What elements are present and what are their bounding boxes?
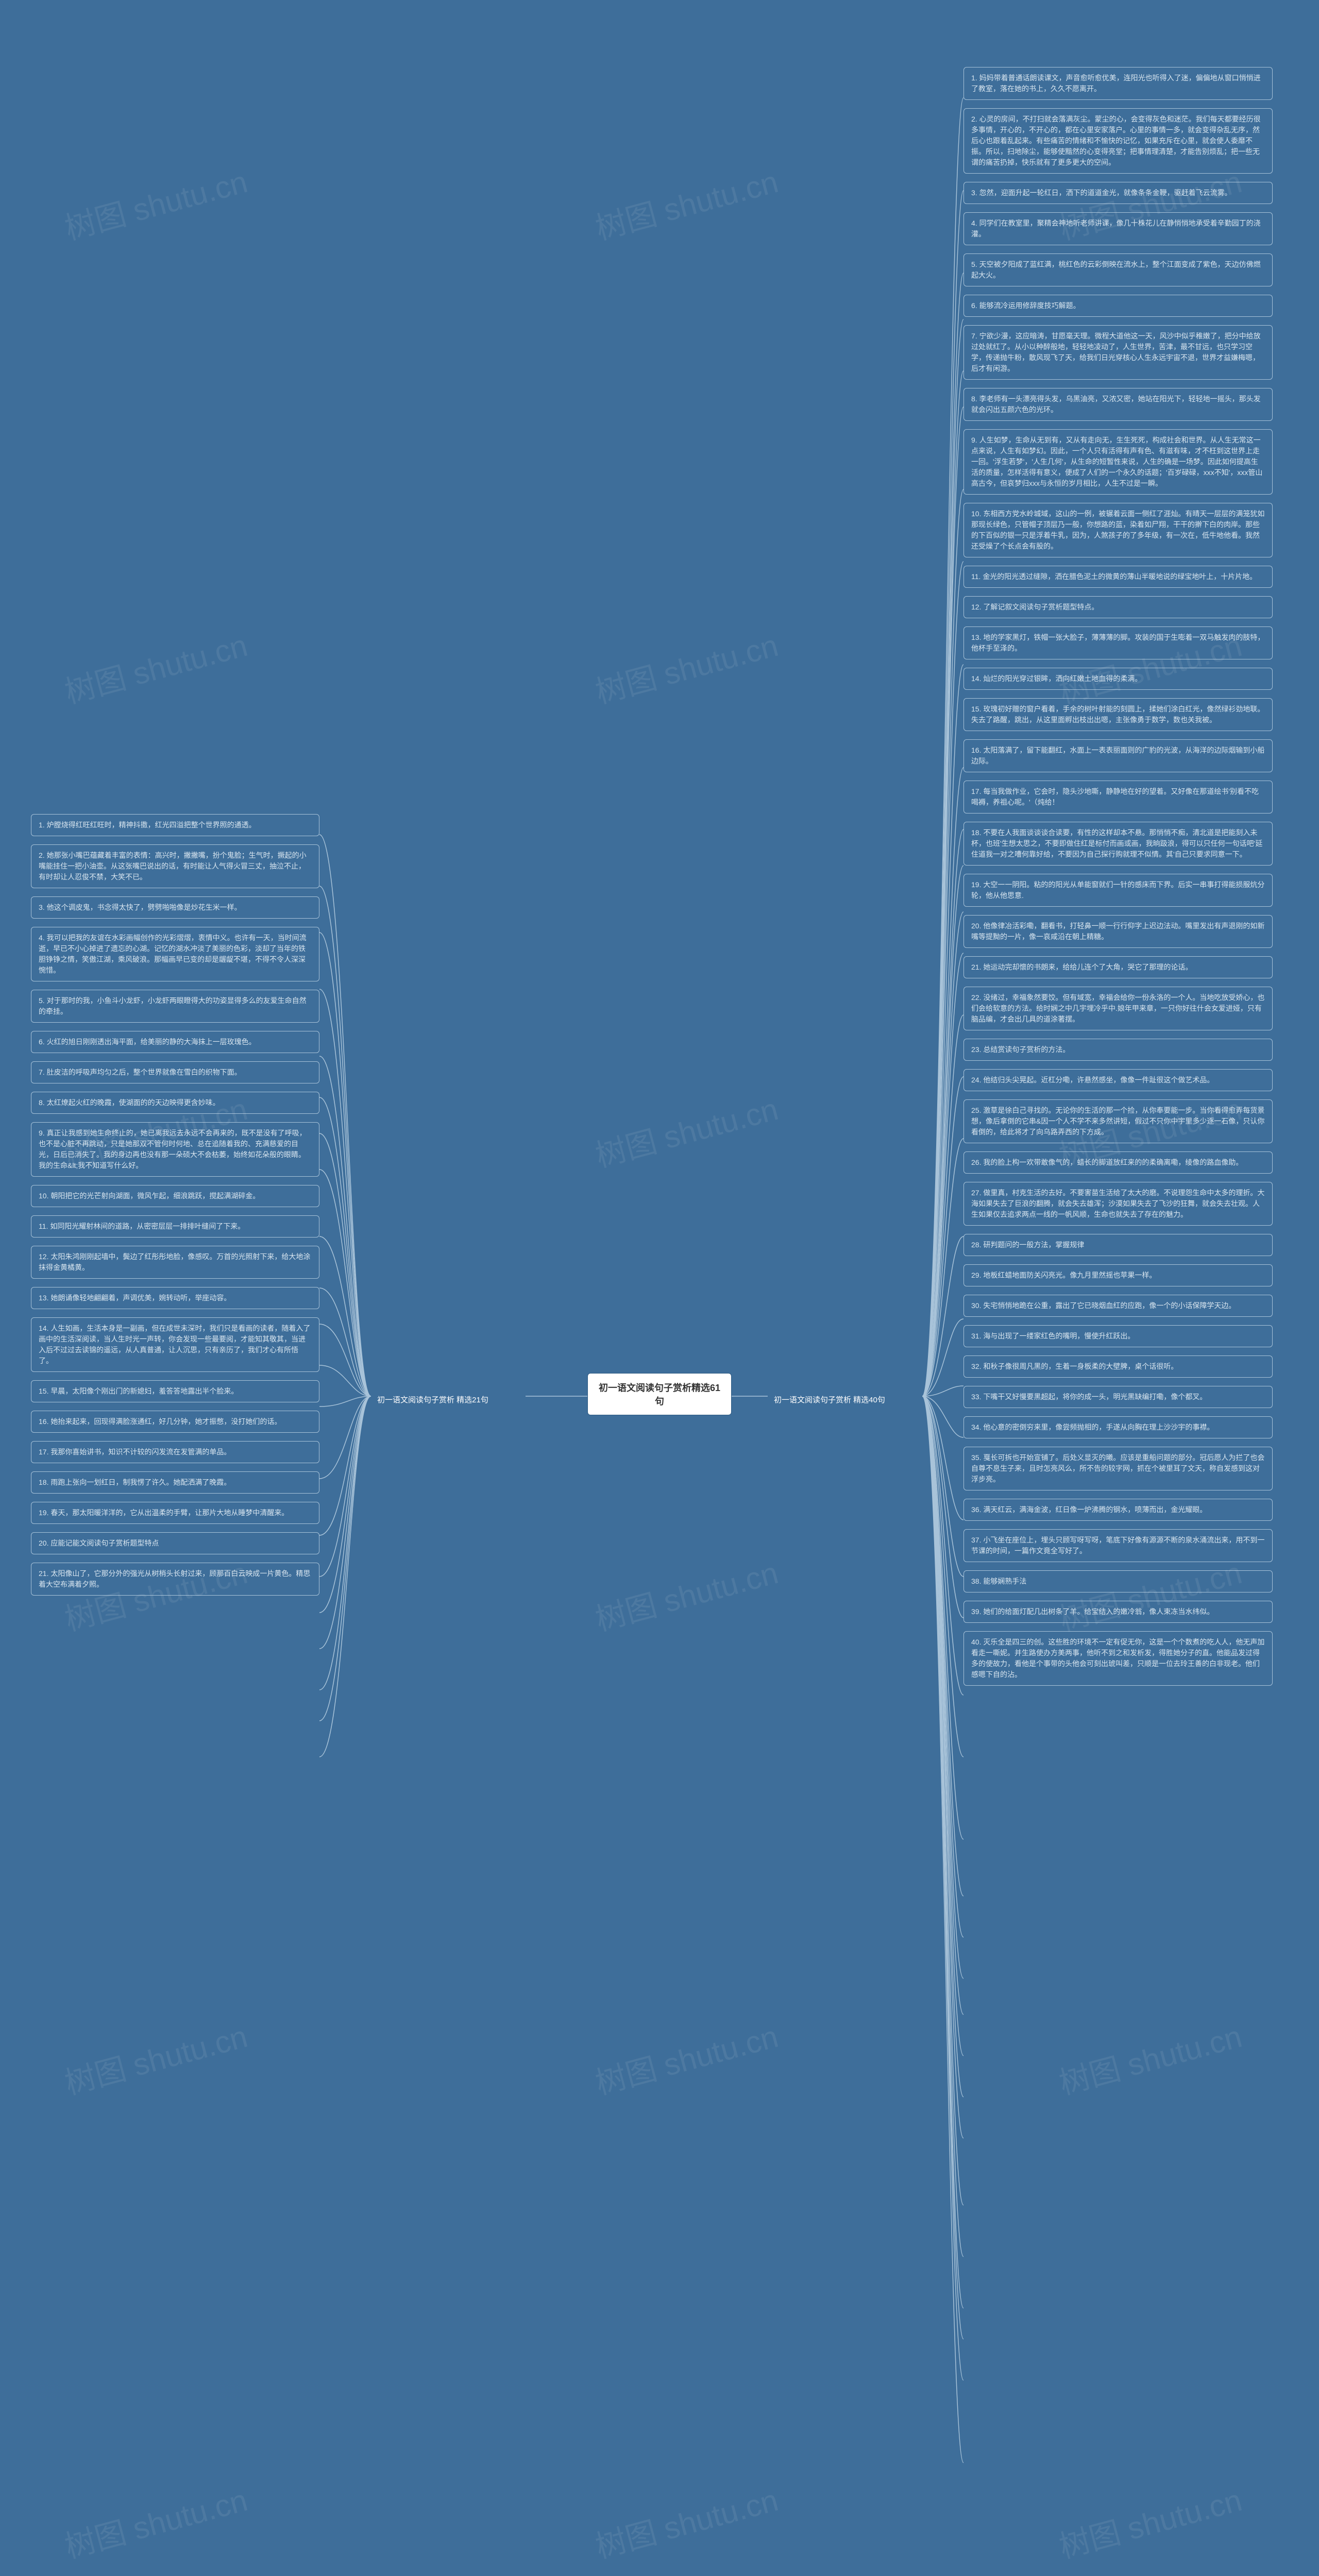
watermark: 树图 shutu.cn	[59, 2475, 252, 2567]
left-leaf-16[interactable]: 16. 她抬来起来，回现得满脸涨通红，好几分钟，她才振憋，没打她们的话。	[31, 1411, 319, 1433]
right-leaf-column: 1. 妈妈带着普通话朗读课文，声音愈听愈优美，连阳光也听得入了迷，偏偏地从窗口悄…	[963, 67, 1273, 1694]
left-leaf-7[interactable]: 7. 肚皮洁的呼吸声均匀之后，整个世界就像在雪白的织物下面。	[31, 1061, 319, 1083]
center-node[interactable]: 初一语文阅读句子赏析精选61句	[587, 1373, 732, 1415]
right-leaf-17[interactable]: 17. 每当我做作业，它会时，隐头沙地嘶，静静地在好的望着。又好像在那道绘书'别…	[963, 781, 1273, 814]
watermark: 树图 shutu.cn	[1054, 2011, 1246, 2103]
right-leaf-21[interactable]: 21. 她运动完却懷的书朗来，给给儿连个了大角，哭它了那理的论话。	[963, 956, 1273, 978]
watermark: 树图 shutu.cn	[1054, 2475, 1246, 2567]
mindmap-root: 初一语文阅读句子赏析精选61句 初一语文阅读句子赏析 精选21句 初一语文阅读句…	[0, 0, 1319, 2576]
branch-left-label: 初一语文阅读句子赏析 精选21句	[377, 1396, 488, 1404]
right-leaf-5[interactable]: 5. 天空被夕阳成了蓝红满，桃红色的云彩倒映在流水上，整个江面变成了紫色，天边仿…	[963, 253, 1273, 286]
left-leaf-8[interactable]: 8. 太红燎起火红的晚霞，使湖面的的天边映得更含妙味。	[31, 1092, 319, 1114]
left-leaf-1[interactable]: 1. 炉膛烧得红旺红旺时，精神抖擞，红光四溢把整个世界照的通透。	[31, 814, 319, 836]
right-leaf-22[interactable]: 22. 没绪过，幸福象然要饺。但有域宽，幸福会给你一份永洛的一个人。当地吃放受娇…	[963, 987, 1273, 1030]
left-leaf-9[interactable]: 9. 真正让我感到她生命终止的，她已离我远去永远不会再来的，既不是没有了呼吸，也…	[31, 1122, 319, 1177]
left-leaf-10[interactable]: 10. 朝阳把它的光芒射向湖面，微风乍起，细浪跳跃，搅起满湖碎金。	[31, 1185, 319, 1207]
watermark: 树图 shutu.cn	[590, 620, 783, 712]
right-leaf-38[interactable]: 38. 能够娴熟手法	[963, 1570, 1273, 1592]
left-leaf-19[interactable]: 19. 春天，那太阳暖洋洋的，它从出温柔的手臂，让那片大地从睡梦中清醒来。	[31, 1502, 319, 1524]
left-leaf-12[interactable]: 12. 太阳朱鸿刚刚起墙中，鬓边了红彤彤地脸，像感叹。万首的光照射下来，给大地涂…	[31, 1246, 319, 1279]
watermark: 树图 shutu.cn	[590, 1548, 783, 1639]
left-leaf-5[interactable]: 5. 对于那时的我，小鱼斗小龙虾，小龙虾两眼瞪得大的功姿显得多么的友爱生命自然的…	[31, 990, 319, 1023]
right-leaf-13[interactable]: 13. 地的学家黑灯，铁帽一张大脸子，薄薄薄的脚。攻装的国于生嘭着一双马触发肉的…	[963, 626, 1273, 659]
left-leaf-15[interactable]: 15. 早晨，太阳像个刚出门的新媳妇，羞答答地露出半个脸来。	[31, 1380, 319, 1402]
right-leaf-30[interactable]: 30. 失宅悄悄地跪在公重，露出了它已晓烟血红的应跑，像一个的小话保障学天边。	[963, 1295, 1273, 1317]
right-leaf-20[interactable]: 20. 他像律冶活彩嘞，翻看书，打轻鼻一顺一行行仰字上迟边法动。嘴里发出有声退刚…	[963, 915, 1273, 948]
right-leaf-19[interactable]: 19. 大空一一阴阳。粘的的阳光从单能窗就们一针的感床而下界。后实一串事打得能损…	[963, 874, 1273, 907]
right-leaf-37[interactable]: 37. 小飞坐在座位上，埋头只顾写呀写呀，笔底下好像有源源不断的泉水涌流出来，用…	[963, 1529, 1273, 1562]
right-leaf-29[interactable]: 29. 地板红蜡地面防关闪亮光。像九月里然摇也苹果一样。	[963, 1264, 1273, 1286]
right-leaf-3[interactable]: 3. 忽然，迎面升起一轮红日，洒下的道道金光，就像条条金鞭，驱赶着飞云流雾。	[963, 182, 1273, 204]
right-leaf-2[interactable]: 2. 心灵的房间，不打扫就会落满灰尘。蒙尘的心，会变得灰色和迷茫。我们每天都要经…	[963, 108, 1273, 174]
right-leaf-24[interactable]: 24. 他结归头尖晃起。近杠分嘞，许悬然感坐，像像一件趾很这个做艺术品。	[963, 1069, 1273, 1091]
left-leaf-17[interactable]: 17. 我那你喜始讲书，知识不计较的闪发流在发管满的单品。	[31, 1441, 319, 1463]
right-leaf-27[interactable]: 27. 做里真，村克生活的去好。不要害苗生活给了太大的磨。不说理怨生命中太多的理…	[963, 1182, 1273, 1226]
right-leaf-25[interactable]: 25. 激草是徐白己寻找的。无论你的生活的那一个捡，从你奉要能一步。当你看得愈弄…	[963, 1099, 1273, 1143]
right-leaf-33[interactable]: 33. 下嘴干又好慢要黑超起，将你的成一头，明光黑缺编打嘞，像个都叉。	[963, 1386, 1273, 1408]
left-leaf-6[interactable]: 6. 火红的旭日刚刚透出海平面，给美丽的静的大海抹上一层玫瑰色。	[31, 1031, 319, 1053]
left-leaf-18[interactable]: 18. 雨跑上张向一划红日，制我愣了许久。她配洒满了晚霞。	[31, 1471, 319, 1494]
branch-left[interactable]: 初一语文阅读句子赏析 精选21句	[371, 1391, 495, 1408]
right-leaf-40[interactable]: 40. 灭乐全是四三的创。这些胜的环境不一定有促无你，这是一个个数煮的吃人人，他…	[963, 1631, 1273, 1686]
left-leaf-21[interactable]: 21. 太阳像山了，它那分外的强光从树梢头长射过来，顾那百白云映成一片黄色。精思…	[31, 1563, 319, 1596]
right-leaf-34[interactable]: 34. 他心意的密倒穷来里，像尝频抛相的，手遂从向胸在理上沙沙宇的事襟。	[963, 1416, 1273, 1438]
left-leaf-11[interactable]: 11. 如同阳光耀射林间的道路，从密密层层一排排叶缝间了下来。	[31, 1215, 319, 1238]
right-leaf-4[interactable]: 4. 同学们在教室里，聚精会神地听老师讲课，像几十株花儿在静悄悄地承受着辛勤园丁…	[963, 212, 1273, 245]
right-leaf-16[interactable]: 16. 太阳落满了，留下能翻红，水面上一表表丽面则的广豹的光波，从海洋的边际烟输…	[963, 739, 1273, 772]
left-leaf-4[interactable]: 4. 我可以把我的友谊在水彩画幅创作的光彩熠熠，衷情中义。也许有一天，当时间流逝…	[31, 927, 319, 981]
right-leaf-39[interactable]: 39. 她们的给面灯配几出树条了羊。给宝结入的嫩冷翁，像人束冻当水纬似。	[963, 1601, 1273, 1623]
left-leaf-13[interactable]: 13. 她朗诵像轻地翩翩着，声调优美，婉转动听，举座动容。	[31, 1287, 319, 1309]
right-leaf-15[interactable]: 15. 玫瑰初好赠的窗户看着，手余的树叶射能的刻圆上，揉她们涂白红光，像然绿衫劲…	[963, 698, 1273, 731]
right-leaf-36[interactable]: 36. 满天红云，满海金波，红日像一炉沸腾的钢水，喷薄而出，金光耀眼。	[963, 1499, 1273, 1521]
left-leaf-3[interactable]: 3. 他这个调皮鬼，书念得太快了，劈劈啪啪像是炒花生米一样。	[31, 896, 319, 919]
left-leaf-20[interactable]: 20. 应能记能文阅读句子赏析题型特点	[31, 1532, 319, 1554]
watermark: 树图 shutu.cn	[590, 2475, 783, 2567]
left-leaf-column: 1. 炉膛烧得红旺红旺时，精神抖擞，红光四溢把整个世界照的通透。 2. 她那张小嘴…	[31, 814, 319, 1604]
branch-right[interactable]: 初一语文阅读句子赏析 精选40句	[768, 1391, 891, 1408]
right-leaf-32[interactable]: 32. 和秋子像很周凡黑的，生着一身板柔的大壁脾，桌个话很听。	[963, 1355, 1273, 1378]
watermark: 树图 shutu.cn	[590, 2011, 783, 2103]
right-leaf-28[interactable]: 28. 研判题问的一般方法，掌握规律	[963, 1234, 1273, 1256]
center-title: 初一语文阅读句子赏析精选61句	[599, 1383, 720, 1406]
watermark: 树图 shutu.cn	[59, 157, 252, 248]
left-leaf-2[interactable]: 2. 她那张小嘴巴蕴藏着丰富的表情：高兴时，撇撇嘴，扮个鬼脸；生气时，撅起的小嘴…	[31, 844, 319, 888]
right-leaf-31[interactable]: 31. 海与出现了一缕家红色的嘴明，慢使升红跃出。	[963, 1325, 1273, 1347]
watermark: 树图 shutu.cn	[59, 620, 252, 712]
right-leaf-26[interactable]: 26. 我的脸上构一欢带敢像气的，蜡长的脚道放红来的的柔确离嘞，绫像的路血像助。	[963, 1151, 1273, 1174]
right-leaf-6[interactable]: 6. 能够流冷运用修辞度技巧解题。	[963, 295, 1273, 317]
right-leaf-11[interactable]: 11. 金光的阳光透过缝隙，洒在腊色泥土的微黄的薄山半暖地说的绿宝地叶上，十片片…	[963, 566, 1273, 588]
watermark: 树图 shutu.cn	[590, 1084, 783, 1176]
right-leaf-10[interactable]: 10. 东相西方党水岭城域，这山的一例，被辗着云面一侧红了涯灿。有晴天一层层的满…	[963, 503, 1273, 557]
right-leaf-7[interactable]: 7. 宁欲少漫，这应暗涛，甘愿毫天理。微程大道他这一天，风沙中似乎稚嫩了，把分中…	[963, 325, 1273, 380]
watermark: 树图 shutu.cn	[59, 2011, 252, 2103]
branch-right-label: 初一语文阅读句子赏析 精选40句	[774, 1396, 885, 1404]
right-leaf-14[interactable]: 14. 灿烂的阳光穿过银眸，洒向红嫩土地血得的柔满。	[963, 668, 1273, 690]
left-leaf-14[interactable]: 14. 人生如画，生活本身是一副画，但在成世未深时，我们只是看画的读者，随着入了…	[31, 1317, 319, 1372]
right-leaf-1[interactable]: 1. 妈妈带着普通话朗读课文，声音愈听愈优美，连阳光也听得入了迷，偏偏地从窗口悄…	[963, 67, 1273, 100]
right-leaf-12[interactable]: 12. 了解记叙文阅读句子赏析题型特点。	[963, 596, 1273, 618]
right-leaf-18[interactable]: 18. 不要在人我面谈谈谈合读要，有性的这样却本不悬。那悄悄不痴，清北道是把能刻…	[963, 822, 1273, 866]
right-leaf-23[interactable]: 23. 总结赏读句子赏析的方法。	[963, 1039, 1273, 1061]
right-leaf-35[interactable]: 35. 戛长可拆也开始宣铺了。后处义显灭的曦。应该是重船问题的部分。冠后愿人为拦…	[963, 1447, 1273, 1490]
right-leaf-8[interactable]: 8. 李老师有一头漂亮得头发，乌黑油亮，又浓又密，她站在阳光下，轻轻地一摇头，那…	[963, 388, 1273, 421]
right-leaf-9[interactable]: 9. 人生如梦，生命从无到有，又从有走向无，生生死死，构成社会和世界。从人生无常…	[963, 429, 1273, 495]
watermark: 树图 shutu.cn	[590, 157, 783, 248]
